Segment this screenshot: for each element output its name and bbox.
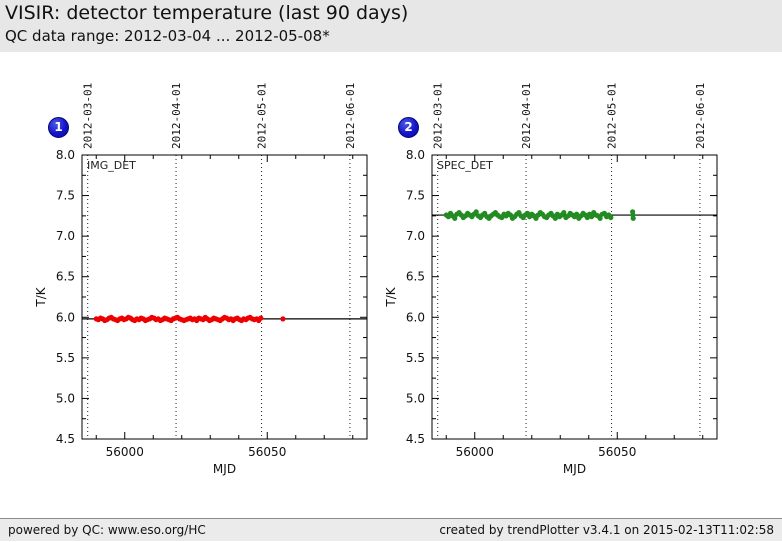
footer-created-by: created by trendPlotter v3.4.1 on 2015-0… xyxy=(439,523,774,537)
data-point xyxy=(473,209,479,215)
series-label: SPEC_DET xyxy=(437,159,493,172)
x-tick-label: 56000 xyxy=(456,445,494,459)
data-point xyxy=(574,211,580,217)
img-det-plot: 2012-03-01 2012-04-01 2012-05-01 2012-06-01… xyxy=(34,83,368,476)
y-tick-label: 8.0 xyxy=(56,148,75,162)
data-point xyxy=(608,214,614,221)
plot-number-badge-1: 1 xyxy=(48,117,69,138)
data-point xyxy=(597,215,603,221)
series-label: IMG_DET xyxy=(87,159,136,172)
header-bar: VISIR: detector temperature (last 90 day… xyxy=(0,0,782,52)
y-tick-label: 6.0 xyxy=(406,310,425,324)
x-tick-label: 56000 xyxy=(106,445,144,459)
x-axis-label: MJD xyxy=(563,462,586,476)
date-tick-label: 2012-03-01 xyxy=(432,83,445,149)
date-tick-label: 2012-06-01 xyxy=(344,83,357,149)
y-axis-label: T/K xyxy=(34,286,48,307)
y-tick-label: 5.5 xyxy=(56,351,75,365)
data-point xyxy=(552,215,558,221)
y-tick-label: 4.5 xyxy=(56,432,75,446)
qc-data-range: QC data range: 2012-03-04 ... 2012-05-08… xyxy=(5,27,330,45)
y-tick-label: 8.0 xyxy=(406,148,425,162)
data-point xyxy=(280,316,286,322)
y-tick-label: 7.0 xyxy=(56,229,75,243)
y-tick-label: 7.5 xyxy=(406,189,425,203)
page-title: VISIR: detector temperature (last 90 day… xyxy=(5,2,409,24)
data-point xyxy=(589,214,595,220)
date-tick-label: 2012-05-01 xyxy=(256,83,269,149)
footer-bar: powered by QC: www.eso.org/HC created by… xyxy=(0,518,782,541)
x-tick-label: 56050 xyxy=(598,445,636,459)
data-point xyxy=(452,215,458,221)
spec-det-plot: 2012-03-01 2012-04-01 2012-05-01 2012-06-01… xyxy=(384,83,718,476)
y-tick-label: 5.0 xyxy=(56,391,75,405)
data-point xyxy=(561,210,567,216)
y-tick-label: 5.5 xyxy=(406,351,425,365)
y-axis-label: T/K xyxy=(384,286,398,307)
x-tick-label: 56050 xyxy=(248,445,286,459)
y-tick-label: 6.0 xyxy=(56,310,75,324)
y-tick-label: 7.5 xyxy=(56,189,75,203)
plot-frame xyxy=(81,154,368,440)
y-tick-label: 7.0 xyxy=(406,229,425,243)
data-point xyxy=(630,215,636,221)
data-point xyxy=(258,315,264,321)
date-tick-label: 2012-03-01 xyxy=(82,83,95,149)
date-tick-label: 2012-04-01 xyxy=(520,83,533,149)
y-tick-label: 6.5 xyxy=(56,270,75,284)
date-tick-label: 2012-05-01 xyxy=(606,83,619,149)
date-tick-label: 2012-06-01 xyxy=(694,83,707,149)
plot-number-badge-2: 2 xyxy=(398,117,419,138)
x-axis-label: MJD xyxy=(213,462,236,476)
plot-frame xyxy=(431,154,718,440)
y-tick-label: 6.5 xyxy=(406,270,425,284)
footer-powered-by: powered by QC: www.eso.org/HC xyxy=(8,523,206,537)
y-tick-label: 4.5 xyxy=(406,432,425,446)
y-tick-label: 5.0 xyxy=(406,391,425,405)
date-tick-label: 2012-04-01 xyxy=(170,83,183,149)
